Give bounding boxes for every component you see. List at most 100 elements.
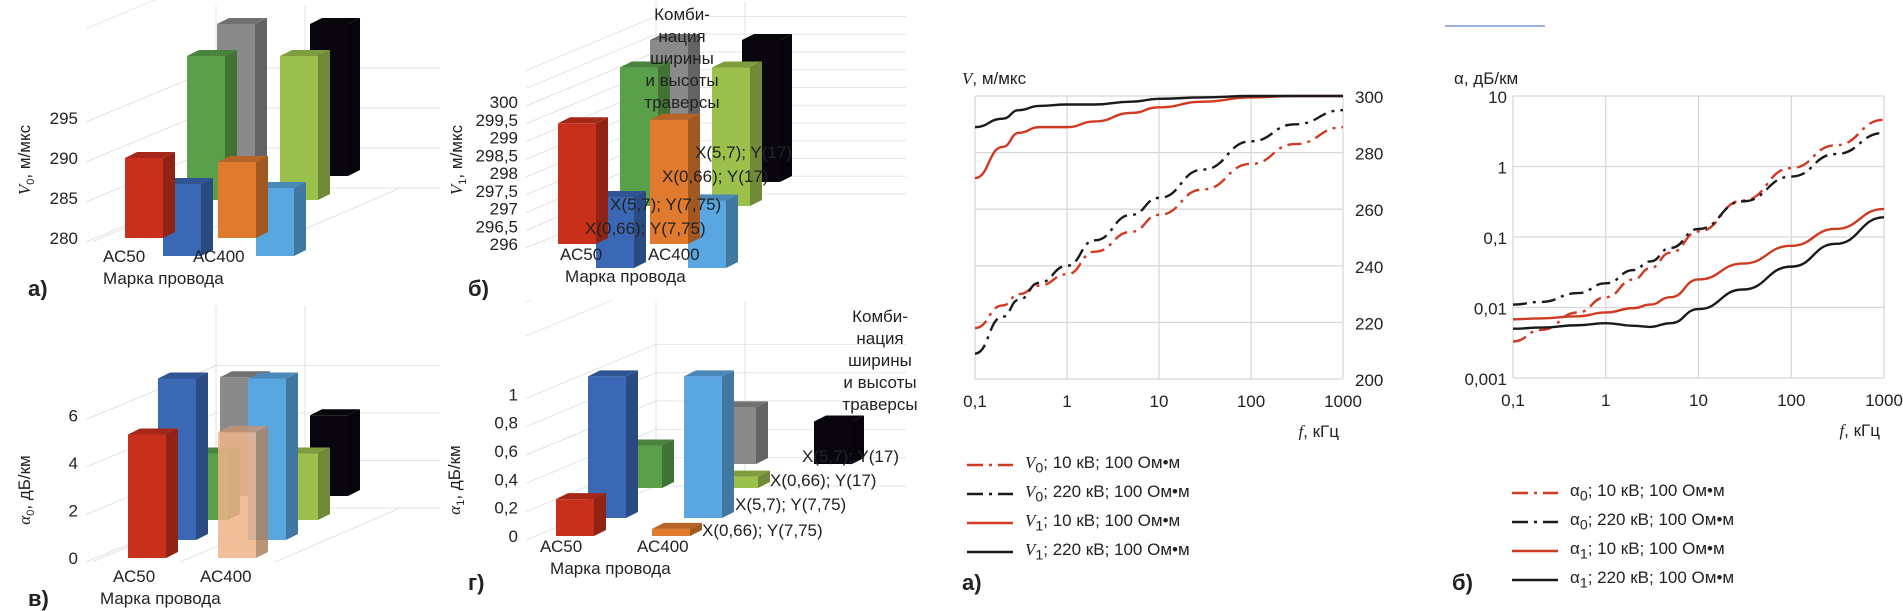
y-tick-label: 300 <box>490 93 518 112</box>
bar-top <box>125 152 175 158</box>
bar-side <box>780 34 792 182</box>
bar-front <box>650 119 688 244</box>
legend-title-line: и высоты <box>645 71 718 90</box>
bar-top <box>158 372 208 379</box>
bar-top <box>596 191 646 197</box>
bar-side <box>318 447 330 520</box>
legend-title-line: и высоты <box>843 373 916 392</box>
series-label: X(0,66); Y(17) <box>662 167 768 186</box>
bar-side <box>256 156 268 238</box>
bar-top <box>248 372 298 379</box>
bar-АС400-3 <box>814 415 864 464</box>
series-line-3 <box>1512 216 1885 330</box>
y-tick-label: 6 <box>69 407 78 426</box>
bar-top <box>558 117 608 124</box>
bar-front <box>556 499 594 536</box>
bar-side <box>758 470 770 488</box>
bar-АС50-0 <box>125 152 175 238</box>
bar-side <box>201 178 213 256</box>
bar-top <box>218 426 268 433</box>
bar-front <box>814 421 852 464</box>
legend-item: α1; 220 кВ; 100 Ом•м <box>1510 565 1734 594</box>
y-axis-title: α, дБ/км <box>1454 69 1518 88</box>
legend-item: α0; 220 кВ; 100 Ом•м <box>1510 507 1734 536</box>
gridline <box>525 33 657 89</box>
gridline <box>525 300 533 303</box>
series-label: X(0,66); Y(7,75) <box>585 219 706 238</box>
bar-top <box>128 428 178 435</box>
bar-front <box>558 123 596 244</box>
bar-side <box>348 409 360 496</box>
series-line-3 <box>974 94 1343 129</box>
bar-top <box>712 61 762 68</box>
y-axis-title: α1, дБ/км <box>445 445 467 514</box>
y-axis-symbol: α <box>1454 69 1464 88</box>
bar-top <box>218 156 268 162</box>
legend-b-line: α0; 10 кВ; 100 Ом•м α0; 220 кВ; 100 Ом•м α… <box>1510 478 1734 594</box>
bar-front <box>125 158 163 238</box>
y-tick-label: 0,4 <box>494 470 518 489</box>
bar-front <box>218 432 256 558</box>
y-tick-label: 296,5 <box>475 217 518 236</box>
panel-label-a-line: а) <box>962 570 982 595</box>
legend-label: α0; 10 кВ; 100 Ом•м <box>1570 480 1725 505</box>
series-line-2 <box>974 94 1343 180</box>
gridline <box>525 300 614 337</box>
decorative-rule <box>1445 25 1545 27</box>
bar-side <box>196 372 208 540</box>
y-axis-title: V1, м/мкс <box>447 124 469 195</box>
bar-АС400-0 <box>218 426 268 558</box>
legend-title-line: нация <box>856 329 903 348</box>
bar-top <box>650 34 700 40</box>
legend-swatch <box>1512 549 1558 552</box>
legend-title-line: нация <box>658 27 705 46</box>
x-axis-symbol: f <box>1298 422 1305 440</box>
x-tick-label: 0,1 <box>963 392 987 411</box>
legend-title-line: ширины <box>848 351 912 370</box>
y-tick-label: 2 <box>69 502 78 521</box>
y-axis-subscript: 0 <box>25 179 37 185</box>
y-tick-label: 0 <box>509 527 518 546</box>
chart-a-line: 0,1 1 10 100 1000 200 220 240 260 280 300 V, м/мкс f… <box>962 69 1383 440</box>
y-tick-label: 200 <box>1355 371 1383 390</box>
bar-side <box>255 18 267 176</box>
bar-side <box>348 18 360 176</box>
y-tick-label: 295 <box>50 109 78 128</box>
bar-top <box>688 194 738 201</box>
x-tick-label: 100 <box>1237 392 1265 411</box>
y-axis-symbol: V <box>447 182 466 195</box>
legend-swatch <box>967 550 1013 553</box>
x-category-label: АС50 <box>113 567 155 586</box>
legend-title-line: траверсы <box>644 93 719 112</box>
bar-top <box>650 113 700 120</box>
bar-front <box>652 528 690 536</box>
x-category-label: АС50 <box>540 537 582 556</box>
bar-top <box>217 18 267 24</box>
bar-side <box>690 522 702 536</box>
panel-label: а) <box>28 276 48 300</box>
bar-top <box>310 18 360 24</box>
bar-side <box>163 152 175 238</box>
y-tick-label: 0,001 <box>1464 370 1507 389</box>
gridline <box>525 343 657 399</box>
x-axis-title: f, кГц <box>1839 421 1880 440</box>
bar-top <box>684 370 734 377</box>
legend-title-line: Комби- <box>852 307 908 326</box>
bar-top <box>187 50 237 56</box>
y-axis-unit: , м/мкс <box>447 124 466 178</box>
legend-label: α1; 10 кВ; 100 Ом•м <box>1570 538 1725 563</box>
bar-top <box>256 182 306 188</box>
bar-side <box>634 191 646 268</box>
y-axis-unit: , м/мкс <box>15 124 34 178</box>
bar-front <box>128 434 166 558</box>
legend-label: V0; 10 кВ; 100 Ом•м <box>1025 452 1181 477</box>
bar-side <box>756 401 768 464</box>
y-tick-label: 0,8 <box>494 414 518 433</box>
bar-АС400-0 <box>650 113 700 244</box>
series-line-0 <box>974 125 1344 330</box>
legend-item: V1; 10 кВ; 100 Ом•м <box>965 508 1190 537</box>
y-axis-unit: , дБ/км <box>15 455 34 509</box>
y-axis-unit: , дБ/км <box>1464 69 1518 88</box>
bar-top <box>310 409 360 416</box>
bar-АС50-0 <box>558 117 608 244</box>
